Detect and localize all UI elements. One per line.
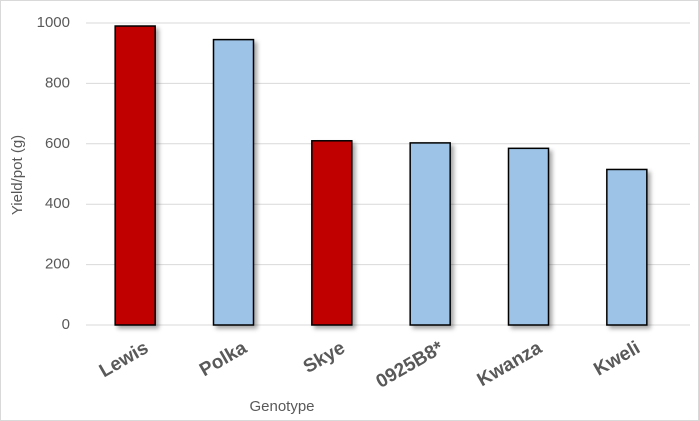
bar bbox=[311, 140, 353, 326]
y-axis-label: Yield/pot (g) bbox=[9, 135, 26, 215]
bar bbox=[409, 142, 451, 326]
bar bbox=[606, 168, 648, 326]
y-tick-label: 1000 bbox=[37, 14, 70, 31]
y-tick-label: 800 bbox=[45, 74, 70, 91]
y-tick-label: 600 bbox=[45, 135, 70, 152]
bar bbox=[507, 147, 550, 326]
y-tick-label: 400 bbox=[45, 195, 70, 212]
y-tick-label: 0 bbox=[62, 316, 70, 333]
x-axis-label: Genotype bbox=[249, 398, 314, 415]
y-tick-label: 200 bbox=[45, 256, 70, 273]
bar bbox=[114, 25, 156, 326]
bar bbox=[212, 38, 255, 326]
